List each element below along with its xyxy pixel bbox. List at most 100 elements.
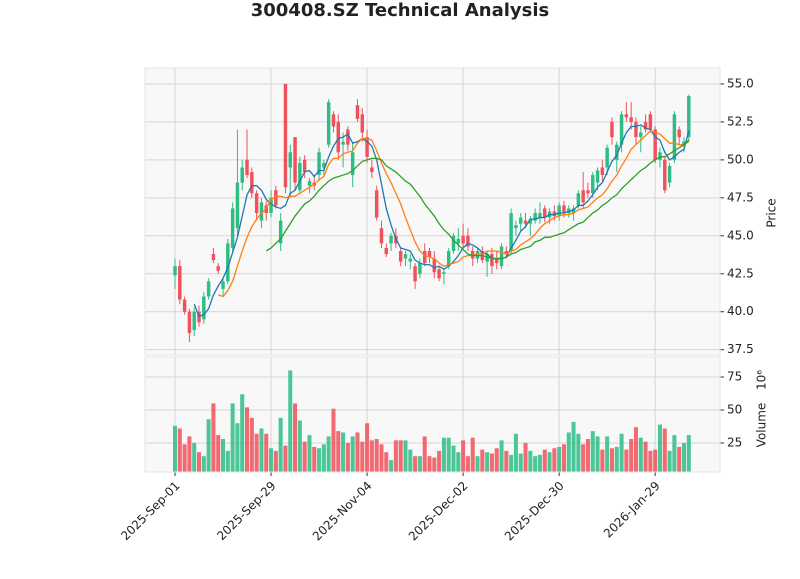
candle-body — [581, 190, 585, 203]
volume-bar — [201, 456, 206, 472]
candle-body — [591, 175, 595, 194]
volume-bar — [441, 437, 446, 472]
candle-body — [475, 250, 480, 259]
candle-body — [379, 228, 384, 244]
volume-bar — [245, 407, 250, 472]
x-tick-label: 2025-Sep-01 — [118, 479, 182, 543]
volume-bar — [528, 450, 533, 472]
candle-body — [250, 172, 254, 194]
candle-body — [543, 208, 547, 218]
candle-body — [240, 167, 244, 183]
candle-body — [470, 250, 475, 259]
candle-body — [178, 266, 182, 300]
volume-bar — [221, 439, 226, 472]
candle-body — [442, 272, 446, 274]
volume-bar — [172, 425, 178, 472]
candle-body — [422, 250, 427, 264]
candle-body — [514, 225, 518, 229]
volume-bar — [317, 448, 322, 472]
y-tick-label: 42.5 — [727, 266, 754, 280]
volume-bar — [321, 444, 326, 472]
volume-bar — [177, 428, 182, 472]
candle-body — [230, 208, 235, 248]
volume-bar — [667, 450, 672, 472]
candle-body — [374, 190, 379, 218]
volume-bar — [576, 433, 581, 472]
candle-body — [254, 193, 259, 214]
candle-body — [398, 250, 403, 262]
volume-bar — [638, 437, 643, 472]
volume-bar — [614, 446, 619, 472]
candle-body — [293, 137, 297, 183]
volume-bar — [561, 444, 566, 472]
candle-body — [557, 205, 561, 217]
candle-body — [427, 250, 432, 258]
candle-body — [302, 159, 307, 173]
candle-body — [341, 141, 345, 145]
candle-body — [677, 129, 681, 138]
candle-body — [682, 141, 686, 145]
price-frame — [144, 67, 721, 356]
volume-bar — [393, 440, 398, 472]
candle-body — [576, 193, 581, 206]
volume-bar — [331, 408, 336, 472]
volume-bar — [547, 452, 552, 472]
volume-bar — [681, 442, 687, 472]
volume-bar — [542, 449, 547, 472]
candle-body — [298, 162, 302, 191]
volume-bar — [432, 457, 437, 472]
candle-body — [202, 296, 206, 320]
y-axis-label: Price — [765, 198, 779, 227]
volume-bar — [235, 423, 240, 472]
volume-bar — [398, 440, 403, 472]
candle-body — [408, 258, 413, 262]
volume-bar — [288, 370, 293, 472]
volume-bar — [629, 439, 634, 472]
volume-bar — [283, 445, 288, 472]
volume-bar — [360, 441, 365, 472]
y2-axis-label: Volume — [755, 403, 769, 448]
volume-bar — [513, 433, 518, 472]
volume-bar — [206, 419, 211, 472]
volume-bar — [686, 435, 691, 472]
candle-body — [197, 311, 201, 323]
candle-body — [278, 220, 283, 244]
volume-bar — [446, 437, 451, 472]
volume-bar — [264, 433, 269, 472]
candle-body — [466, 235, 470, 247]
y-tick-label: 40.0 — [727, 304, 754, 318]
candle-body — [533, 213, 537, 221]
x-tick-label: 2025-Sep-29 — [214, 479, 278, 543]
candle-body — [494, 258, 499, 264]
candle-body — [595, 170, 600, 183]
volume-bar — [609, 448, 614, 472]
volume-bar — [216, 435, 221, 472]
candle-body — [245, 159, 249, 176]
candle-body — [432, 258, 437, 273]
volume-bar — [403, 440, 408, 472]
volume-bar — [509, 454, 514, 472]
y-tick-label: 50.0 — [727, 152, 754, 166]
volume-bar — [379, 444, 384, 472]
candle-body — [360, 114, 365, 133]
volume-bar — [552, 448, 557, 472]
volume-bar — [408, 449, 413, 472]
candle-body — [504, 250, 509, 255]
candle-body — [403, 254, 408, 259]
volume-bar — [369, 440, 374, 472]
candle-body — [615, 144, 619, 160]
candle-body — [370, 167, 374, 173]
volume-bar — [566, 432, 571, 472]
candle-body — [538, 213, 542, 218]
volume-bar — [384, 452, 389, 472]
volume-bar — [677, 446, 682, 472]
x-tick-label: 2025-Dec-30 — [502, 479, 567, 544]
volume-bar — [345, 442, 350, 472]
volume-bar — [605, 436, 610, 472]
candle-body — [322, 162, 326, 168]
candle-body — [326, 102, 331, 145]
volume-bar — [297, 420, 302, 472]
volume-bar — [523, 442, 528, 472]
volume-bar — [485, 452, 490, 472]
candle-body — [235, 182, 240, 229]
